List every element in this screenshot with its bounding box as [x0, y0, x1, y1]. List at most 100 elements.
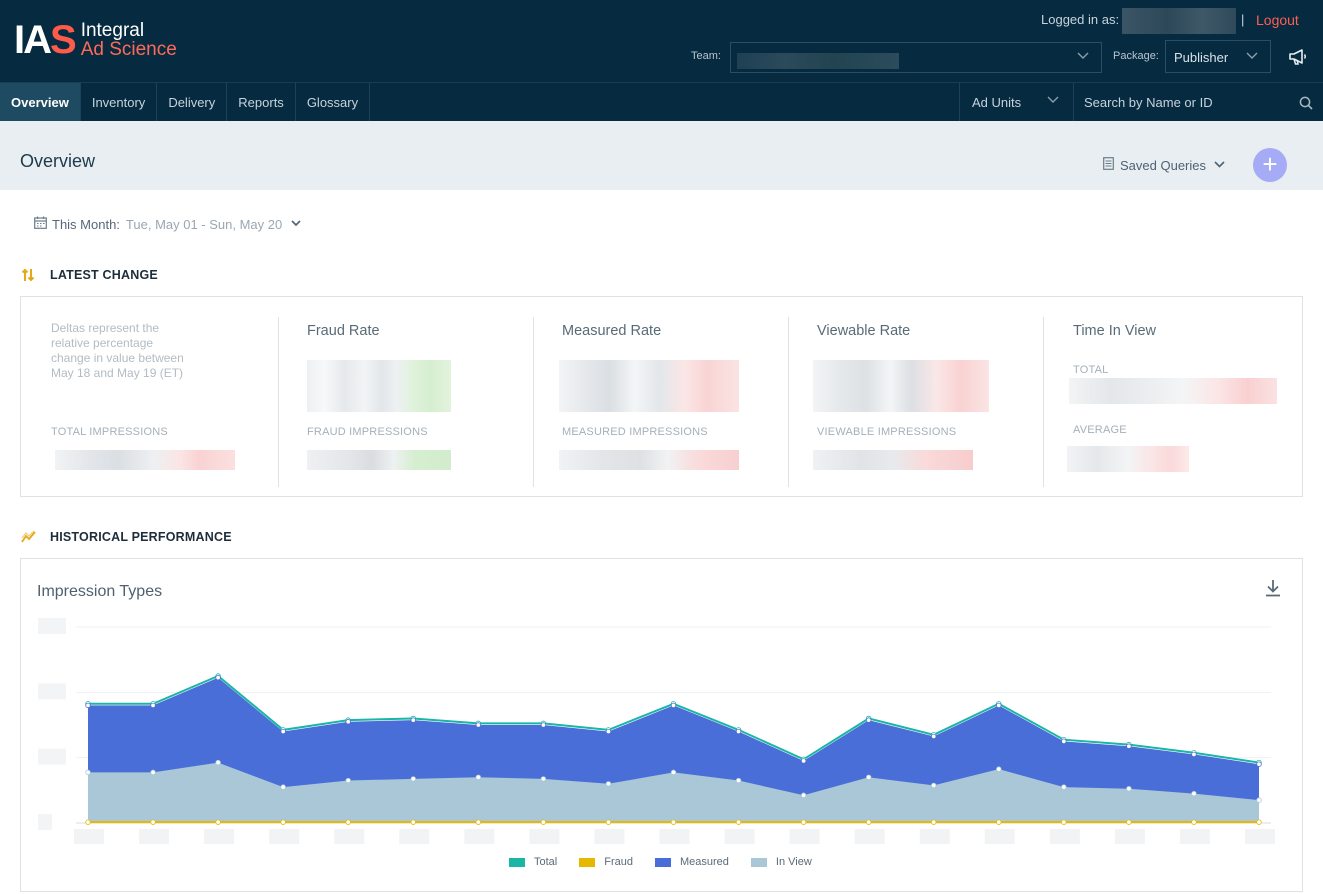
logged-in-user-redacted [1122, 8, 1236, 34]
x-tick-label-redacted [1114, 829, 1145, 844]
tab-delivery[interactable]: Delivery [157, 83, 228, 121]
measured-impressions-label: MEASURED IMPRESSIONS [562, 426, 708, 438]
ias-logo[interactable]: IAS Integral Ad Science [14, 20, 177, 60]
time-in-view-average-redacted [1067, 446, 1189, 472]
header-separator: | [1241, 12, 1245, 27]
point-measured [735, 728, 742, 735]
logout-link[interactable]: Logout [1256, 12, 1299, 28]
historical-performance-title: HISTORICAL PERFORMANCE [50, 530, 232, 544]
add-button[interactable]: + [1253, 148, 1287, 182]
point-in-view [540, 776, 547, 782]
saved-queries-dropdown[interactable]: Saved Queries [1103, 157, 1231, 173]
x-tick-label-redacted [139, 829, 170, 844]
legend-item-in-view[interactable]: In View [750, 856, 812, 868]
latest-change-title: LATEST CHANGE [50, 268, 158, 282]
delta-note: Deltas represent the relative percentage… [51, 321, 184, 380]
ad-units-select[interactable]: Ad Units [959, 83, 1074, 121]
point-fraud [800, 819, 807, 825]
legend-swatch-in-view [750, 857, 767, 867]
legend-item-total[interactable]: Total [509, 856, 557, 868]
point-measured [1061, 738, 1067, 745]
team-select[interactable] [730, 42, 1102, 73]
point-measured [931, 733, 937, 740]
point-measured [800, 758, 807, 764]
point-fraud [735, 819, 742, 825]
package-select[interactable]: Publisher [1165, 40, 1271, 73]
legend-label-total: Total [534, 856, 558, 868]
date-range-picker[interactable]: This Month: Tue, May 01 - Sun, May 20 [34, 216, 301, 232]
point-in-view [670, 769, 677, 776]
search-input[interactable] [1075, 83, 1323, 121]
point-measured [1256, 761, 1262, 767]
point-measured [150, 702, 156, 709]
area-in-view [88, 762, 1259, 823]
tab-glossary[interactable]: Glossary [296, 83, 371, 121]
legend-swatch-total [509, 857, 525, 867]
fraud-rate-value-redacted [307, 360, 451, 412]
y-tick-label-redacted [38, 814, 52, 830]
x-tick-label-redacted [1049, 829, 1080, 844]
point-in-view [1061, 784, 1067, 790]
measured-impressions-value-redacted [559, 450, 739, 470]
team-label: Team: [691, 50, 721, 62]
top-header: IAS Integral Ad Science Logged in as: | … [0, 0, 1323, 82]
point-in-view [865, 774, 872, 780]
x-tick-label-redacted [724, 829, 755, 844]
point-fraud [85, 819, 91, 825]
point-measured [540, 722, 547, 728]
chevron-down-icon [1246, 49, 1258, 63]
package-value: Publisher [1174, 50, 1229, 65]
logo-mark: IAS [14, 18, 77, 62]
logo-name-line1: Integral [80, 20, 145, 41]
legend-swatch-measured [655, 857, 671, 867]
point-measured [475, 722, 482, 728]
calendar-icon [34, 216, 47, 232]
point-measured [996, 702, 1002, 709]
chevron-down-icon [291, 218, 301, 230]
legend-swatch-fraud [579, 857, 596, 867]
point-fraud [540, 819, 547, 825]
point-fraud [280, 819, 286, 825]
point-in-view [605, 781, 612, 787]
x-tick-label-redacted [529, 829, 560, 844]
viewable-impressions-label: VIEWABLE IMPRESSIONS [817, 426, 957, 438]
y-tick-label-redacted [38, 618, 66, 634]
measured-rate-value-redacted [559, 360, 739, 412]
x-tick-label-redacted [74, 829, 104, 844]
point-fraud [670, 819, 677, 825]
document-icon [1103, 157, 1120, 173]
viewable-rate-title: Viewable Rate [817, 323, 911, 339]
download-icon[interactable] [1265, 579, 1281, 602]
point-in-view [85, 769, 91, 776]
point-measured [1126, 743, 1132, 749]
point-in-view [410, 776, 416, 782]
point-measured [345, 719, 351, 725]
tab-overview[interactable]: Overview [0, 83, 81, 121]
point-fraud [1191, 819, 1197, 825]
search-box [1075, 83, 1323, 121]
trend-icon [21, 530, 36, 549]
page-title: Overview [20, 151, 96, 171]
point-fraud [865, 819, 872, 825]
point-fraud [996, 819, 1002, 825]
tab-reports[interactable]: Reports [227, 83, 296, 121]
date-range-value: Tue, May 01 - Sun, May 20 [125, 216, 283, 232]
legend-item-fraud[interactable]: Fraud [579, 856, 633, 868]
point-in-view [931, 782, 937, 789]
point-fraud [1061, 819, 1067, 825]
point-fraud [1126, 819, 1132, 825]
x-tick-label-redacted [269, 829, 300, 844]
legend-item-measured[interactable]: Measured [655, 856, 729, 868]
megaphone-icon[interactable] [1288, 48, 1308, 66]
y-tick-label-redacted [38, 748, 66, 765]
y-tick-label-redacted [38, 683, 66, 700]
point-measured [410, 717, 416, 723]
point-fraud [410, 819, 416, 825]
latest-change-card: Deltas represent the relative percentage… [20, 296, 1303, 497]
point-in-view [345, 777, 351, 784]
point-fraud [150, 819, 156, 825]
fraud-impressions-label: FRAUD IMPRESSIONS [307, 426, 428, 438]
legend-label-in-view: In View [775, 856, 812, 868]
tab-inventory[interactable]: Inventory [81, 83, 158, 121]
x-tick-label-redacted [854, 829, 885, 844]
